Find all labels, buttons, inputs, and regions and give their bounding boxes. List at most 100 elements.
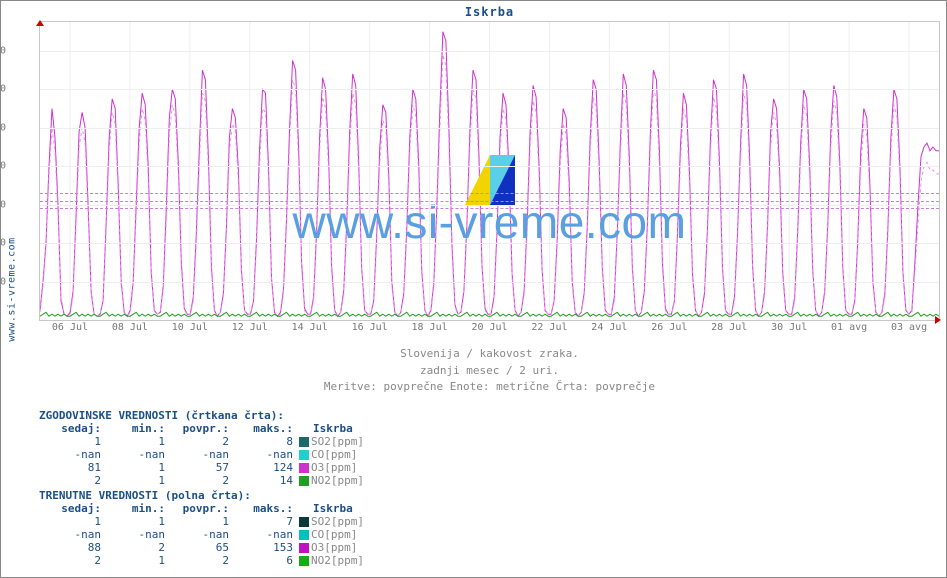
stat-cell: 6 bbox=[231, 554, 295, 567]
series-label: O3[ppm] bbox=[311, 541, 357, 554]
stat-cell: 2 bbox=[167, 554, 231, 567]
stat-cell: -nan bbox=[231, 528, 295, 541]
table-row: 1117SO2[ppm] bbox=[39, 515, 375, 528]
col-header-location: Iskrba bbox=[295, 502, 375, 515]
y-tick-label: 20 bbox=[0, 276, 6, 287]
x-tick-label: 10 Jul bbox=[172, 322, 208, 333]
x-tick-label: 20 Jul bbox=[471, 322, 507, 333]
x-tick-label: 18 Jul bbox=[412, 322, 448, 333]
series-label: SO2[ppm] bbox=[311, 435, 364, 448]
stat-cell: 1 bbox=[103, 515, 167, 528]
y-tick-label: 100 bbox=[0, 122, 6, 133]
stat-cell: 65 bbox=[167, 541, 231, 554]
y-tick-label: 60 bbox=[0, 199, 6, 210]
chart-area: Iskrba 20406080100120140 06 Jul08 Jul10 … bbox=[39, 5, 940, 335]
x-tick-label: 24 Jul bbox=[591, 322, 627, 333]
stat-cell: -nan bbox=[39, 448, 103, 461]
stat-cell: -nan bbox=[167, 448, 231, 461]
stat-cell: 1 bbox=[39, 515, 103, 528]
x-tick-label: 01 avg bbox=[831, 322, 867, 333]
historic-table-title: ZGODOVINSKE VREDNOSTI (črtkana črta): bbox=[39, 409, 375, 422]
x-tick-label: 03 avg bbox=[891, 322, 927, 333]
table-row: 81157124 O3[ppm] bbox=[39, 461, 375, 474]
stat-cell: 8 bbox=[231, 435, 295, 448]
stat-cell: 81 bbox=[39, 461, 103, 474]
stat-cell: -nan bbox=[103, 528, 167, 541]
series-label: NO2[ppm] bbox=[311, 554, 364, 567]
stat-cell: 124 bbox=[231, 461, 295, 474]
col-header-location: Iskrba bbox=[295, 422, 375, 435]
stat-cell: 2 bbox=[39, 474, 103, 487]
color-swatch-icon bbox=[299, 476, 309, 486]
chart-container: www.si-vreme.com Iskrba 2040608010012014… bbox=[0, 0, 947, 578]
col-header: sedaj: bbox=[39, 502, 103, 515]
plot-box: 20406080100120140 06 Jul08 Jul10 Jul12 J… bbox=[39, 21, 940, 321]
stat-cell: 1 bbox=[39, 435, 103, 448]
color-swatch-icon bbox=[299, 437, 309, 447]
color-swatch-icon bbox=[299, 530, 309, 540]
stat-cell: 2 bbox=[167, 435, 231, 448]
x-tick-label: 08 Jul bbox=[112, 322, 148, 333]
stat-cell: 153 bbox=[231, 541, 295, 554]
col-header: povpr.: bbox=[167, 502, 231, 515]
y-tick-label: 40 bbox=[0, 238, 6, 249]
y-tick-label: 120 bbox=[0, 84, 6, 95]
subtitle-line-1: Slovenija / kakovost zraka. bbox=[39, 346, 940, 363]
color-swatch-icon bbox=[299, 517, 309, 527]
stat-cell: -nan bbox=[39, 528, 103, 541]
col-header: min.: bbox=[103, 422, 167, 435]
x-tick-label: 30 Jul bbox=[771, 322, 807, 333]
stat-cell: 14 bbox=[231, 474, 295, 487]
x-tick-label: 22 Jul bbox=[531, 322, 567, 333]
table-row: 2126NO2[ppm] bbox=[39, 554, 375, 567]
table-row: -nan-nan-nan-nanCO[ppm] bbox=[39, 448, 375, 461]
color-swatch-icon bbox=[299, 543, 309, 553]
color-swatch-icon bbox=[299, 463, 309, 473]
watermark-logo-icon bbox=[465, 155, 515, 205]
series-label: CO[ppm] bbox=[311, 448, 357, 461]
site-label: www.si-vreme.com bbox=[7, 237, 18, 341]
x-tick-label: 16 Jul bbox=[352, 322, 388, 333]
stat-cell: -nan bbox=[167, 528, 231, 541]
stat-cell: 2 bbox=[39, 554, 103, 567]
stat-cell: -nan bbox=[103, 448, 167, 461]
table-row: 88265153O3[ppm] bbox=[39, 541, 375, 554]
color-swatch-icon bbox=[299, 450, 309, 460]
stat-cell: 2 bbox=[167, 474, 231, 487]
stat-cell: 57 bbox=[167, 461, 231, 474]
x-tick-label: 12 Jul bbox=[232, 322, 268, 333]
stat-cell: 7 bbox=[231, 515, 295, 528]
subtitle-line-2: zadnji mesec / 2 uri. bbox=[39, 363, 940, 380]
subtitle-line-3: Meritve: povprečne Enote: metrične Črta:… bbox=[39, 379, 940, 396]
series-label: NO2[ppm] bbox=[311, 474, 364, 487]
current-table-title: TRENUTNE VREDNOSTI (polna črta): bbox=[39, 489, 375, 502]
historic-table: sedaj:min.:povpr.:maks.:Iskrba1128SO2[pp… bbox=[39, 422, 375, 487]
x-tick-label: 28 Jul bbox=[711, 322, 747, 333]
series-label: O3[ppm] bbox=[311, 461, 357, 474]
col-header: maks.: bbox=[231, 502, 295, 515]
y-tick-label: 140 bbox=[0, 45, 6, 56]
col-header: min.: bbox=[103, 502, 167, 515]
stat-cell: 2 bbox=[103, 541, 167, 554]
x-tick-label: 06 Jul bbox=[52, 322, 88, 333]
x-axis: 06 Jul 08 Jul 10 Jul 12 Jul 14 Jul 16 Jul 18 J… bbox=[40, 322, 939, 336]
stat-cell: -nan bbox=[231, 448, 295, 461]
subtitle-block: Slovenija / kakovost zraka. zadnji mesec… bbox=[39, 346, 940, 396]
table-row: -nan-nan-nan-nanCO[ppm] bbox=[39, 528, 375, 541]
x-tick-label: 26 Jul bbox=[651, 322, 687, 333]
stat-cell: 1 bbox=[103, 461, 167, 474]
col-header: povpr.: bbox=[167, 422, 231, 435]
x-axis-arrow-icon bbox=[935, 316, 941, 324]
col-header: sedaj: bbox=[39, 422, 103, 435]
col-header: maks.: bbox=[231, 422, 295, 435]
stat-cell: 1 bbox=[167, 515, 231, 528]
chart-title: Iskrba bbox=[39, 5, 940, 19]
data-tables: ZGODOVINSKE VREDNOSTI (črtkana črta): se… bbox=[39, 407, 375, 567]
x-tick-label: 14 Jul bbox=[292, 322, 328, 333]
color-swatch-icon bbox=[299, 556, 309, 566]
series-label: CO[ppm] bbox=[311, 528, 357, 541]
stat-cell: 1 bbox=[103, 435, 167, 448]
y-axis-arrow-icon bbox=[36, 20, 44, 26]
current-table: sedaj:min.:povpr.:maks.:Iskrba1117SO2[pp… bbox=[39, 502, 375, 567]
table-row: 21214NO2[ppm] bbox=[39, 474, 375, 487]
